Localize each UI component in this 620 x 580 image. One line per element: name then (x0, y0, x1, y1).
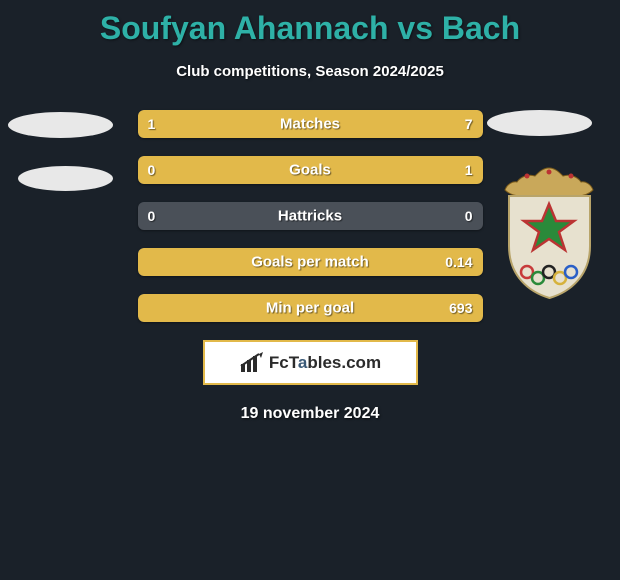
player-right-avatar-placeholder (487, 110, 592, 136)
team-crest (497, 162, 602, 302)
stat-label: Hattricks (138, 208, 483, 225)
stat-row: 0Goals1 (138, 156, 483, 184)
stat-value-right: 7 (465, 116, 473, 132)
brand-badge: FcTables.com (203, 340, 418, 385)
comparison-chart: 1Matches70Goals10Hattricks0Goals per mat… (0, 110, 620, 322)
stat-value-right: 693 (449, 300, 472, 316)
ellipse-shape (18, 166, 113, 191)
stat-label: Goals (138, 162, 483, 179)
stat-value-right: 0.14 (445, 254, 472, 270)
player-left-avatar-placeholder (8, 110, 113, 191)
brand-chart-icon (239, 352, 265, 374)
page-title: Soufyan Ahannach vs Bach (0, 0, 620, 47)
stat-row: 0Hattricks0 (138, 202, 483, 230)
stat-row: 1Matches7 (138, 110, 483, 138)
ellipse-shape (8, 112, 113, 138)
stat-value-right: 1 (465, 162, 473, 178)
date-label: 19 november 2024 (0, 405, 620, 423)
stat-label: Min per goal (138, 300, 483, 317)
stat-bars: 1Matches70Goals10Hattricks0Goals per mat… (138, 110, 483, 322)
brand-name: FcTables.com (269, 353, 381, 373)
stat-label: Goals per match (138, 254, 483, 271)
stat-label: Matches (138, 116, 483, 133)
subtitle: Club competitions, Season 2024/2025 (0, 63, 620, 80)
stat-row: Goals per match0.14 (138, 248, 483, 276)
stat-value-right: 0 (465, 208, 473, 224)
stat-row: Min per goal693 (138, 294, 483, 322)
